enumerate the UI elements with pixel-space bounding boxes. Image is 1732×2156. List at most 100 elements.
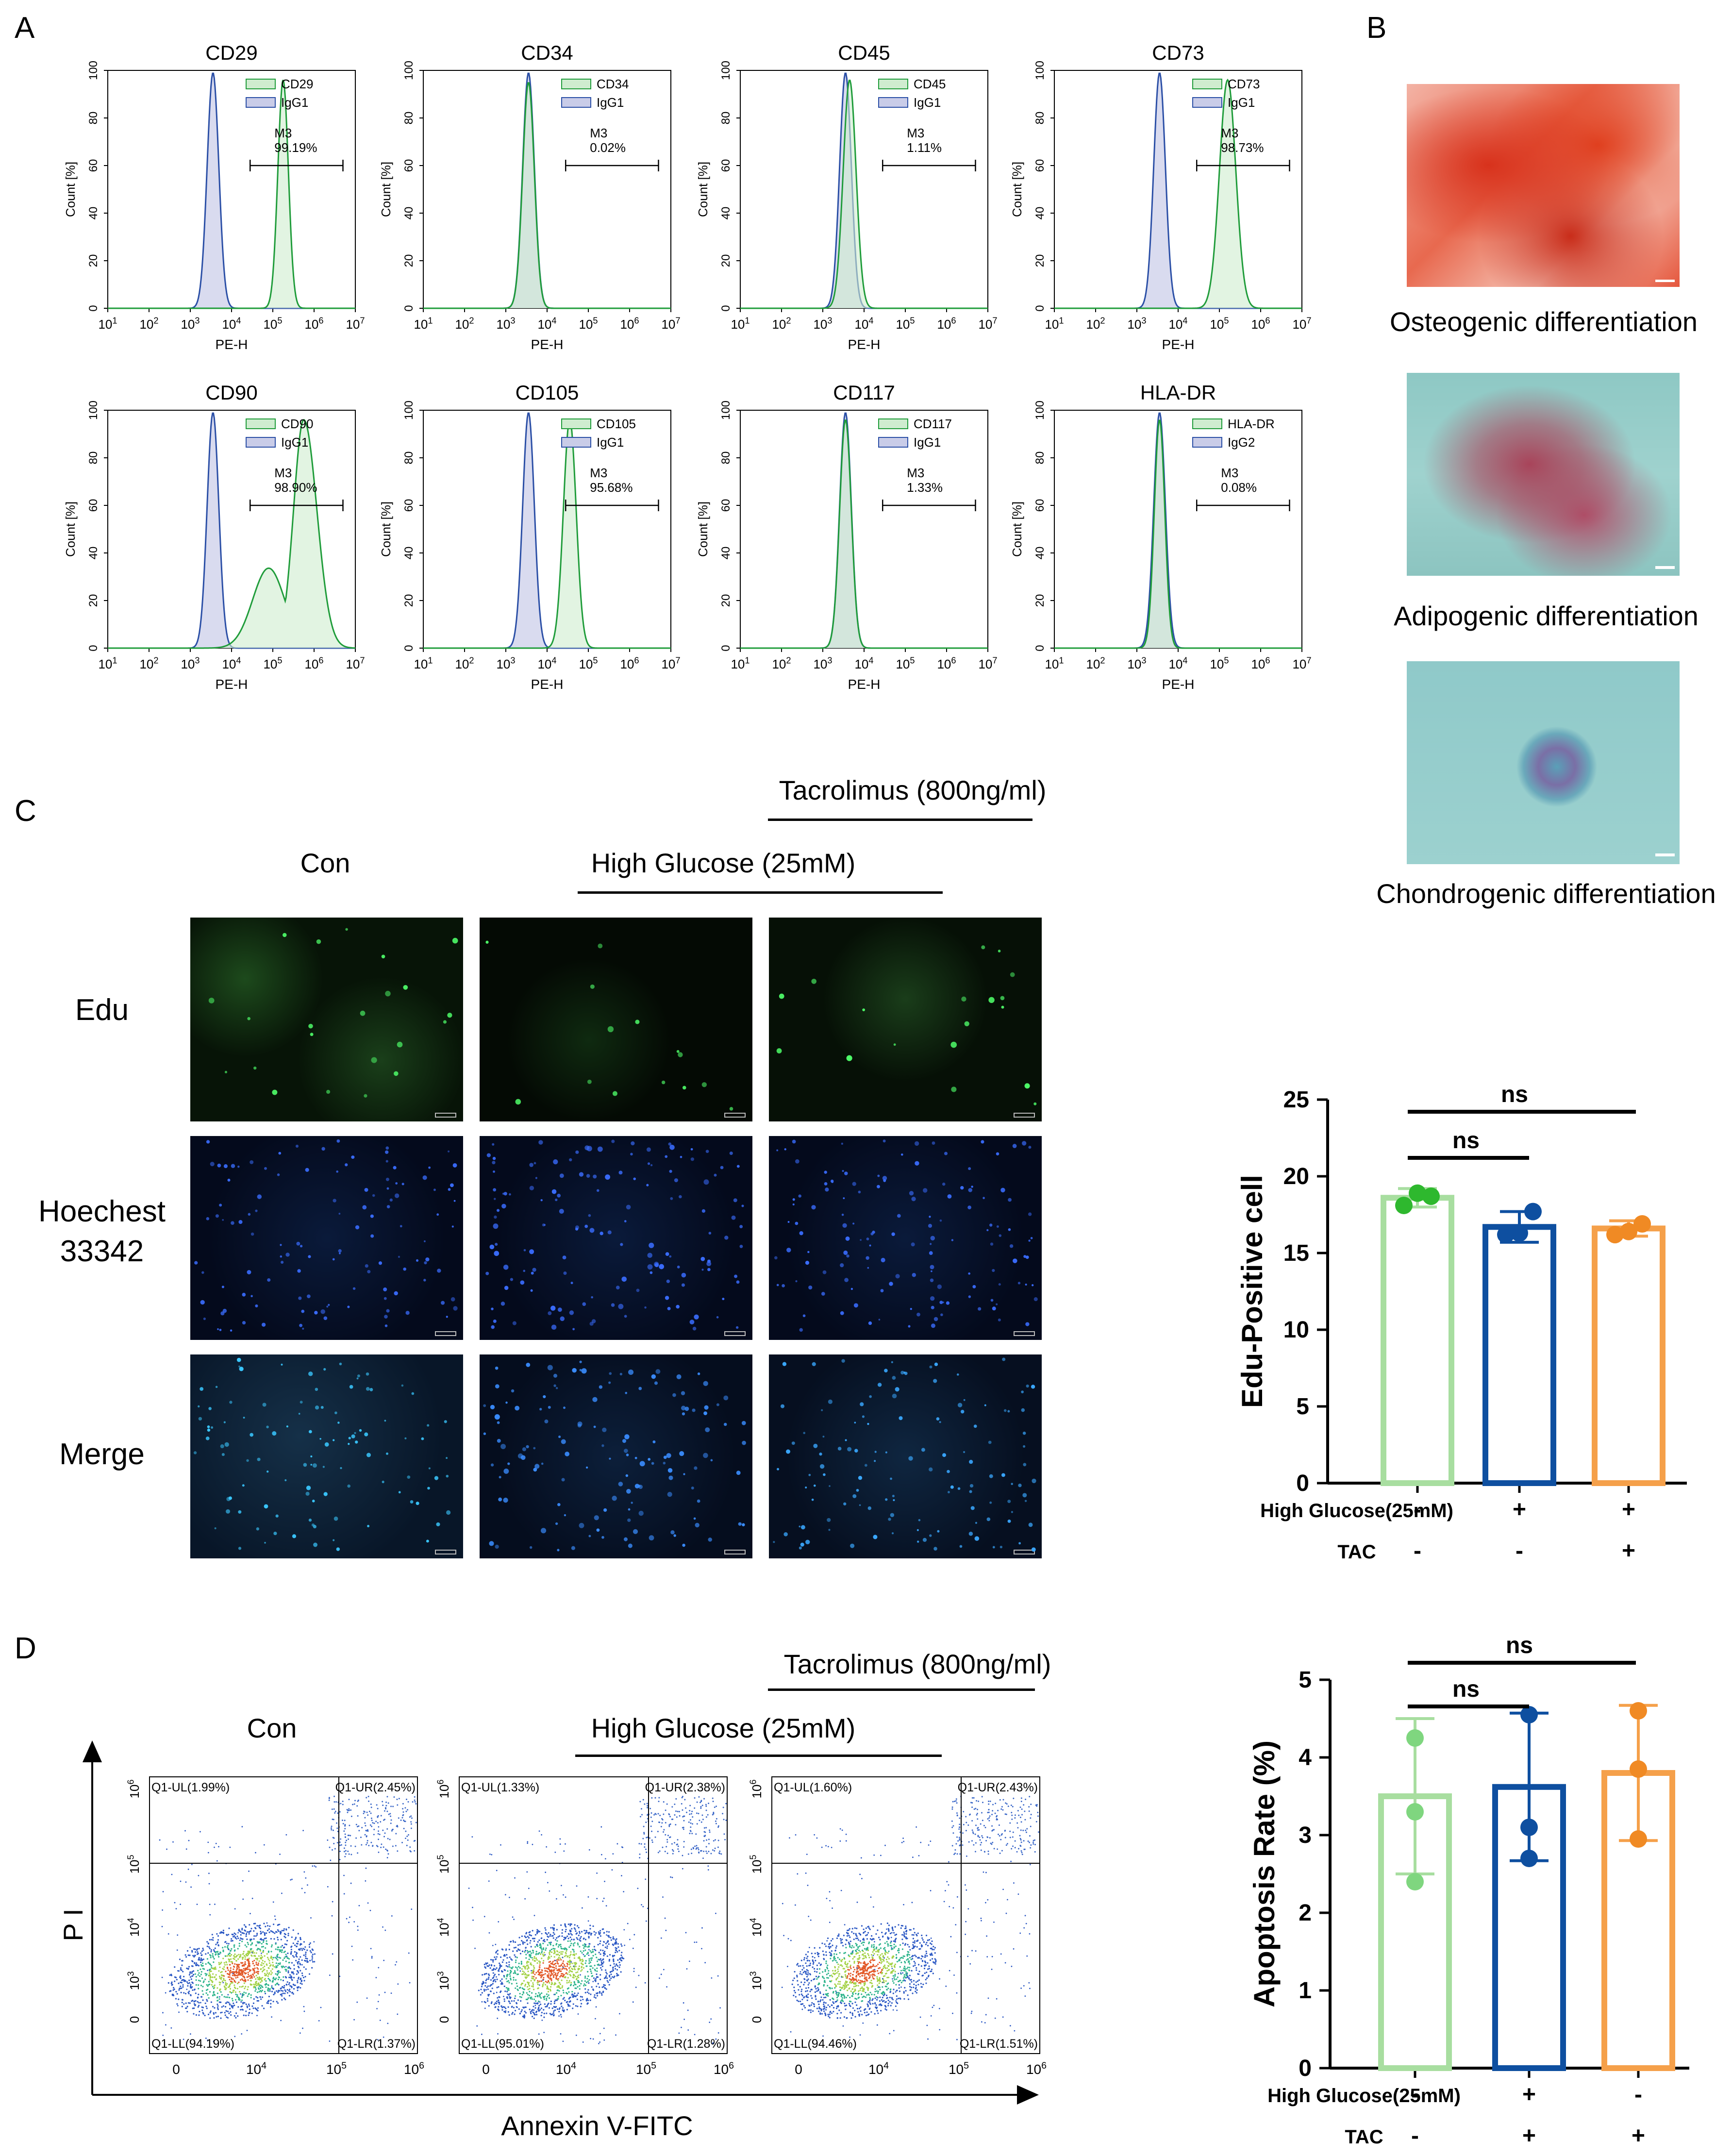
event-dot (550, 1934, 551, 1936)
nucleus (867, 1506, 872, 1510)
nucleus (596, 1189, 600, 1192)
event-dot (332, 1953, 333, 1955)
nucleus (701, 1269, 704, 1271)
gate-percent: 1.11% (907, 140, 942, 155)
nucleus (669, 1255, 672, 1258)
event-dot (297, 1989, 299, 1991)
event-dot (241, 1978, 243, 1980)
event-dot (273, 1938, 275, 1940)
nucleus (929, 1467, 933, 1472)
event-dot (523, 1971, 525, 1973)
event-dot (554, 1960, 556, 1961)
event-dot (189, 1972, 191, 1974)
event-dot (238, 1972, 241, 1974)
event-dot (536, 1944, 538, 1946)
event-dot (287, 1935, 289, 1937)
event-dot (278, 1949, 281, 1951)
event-dot (388, 1813, 390, 1815)
event-dot (575, 1988, 577, 1989)
event-dot (382, 1926, 383, 1928)
event-dot (527, 1993, 529, 1996)
event-dot (666, 1803, 668, 1805)
event-dot (236, 1974, 239, 1976)
event-dot (234, 1949, 236, 1951)
event-dot (237, 1932, 239, 1934)
event-dot (384, 1832, 386, 1834)
event-dot (209, 1914, 211, 1916)
event-dot (409, 1846, 411, 1848)
event-dot (534, 1995, 536, 1998)
nucleus (670, 1197, 673, 1200)
event-dot (546, 1933, 548, 1935)
event-dot (612, 1968, 614, 1970)
event-dot (642, 1838, 644, 1839)
nucleus (647, 1253, 652, 1258)
event-dot (521, 1968, 523, 1970)
nucleus (493, 1188, 497, 1192)
event-dot (293, 1968, 295, 1970)
event-dot (306, 1958, 308, 1960)
nucleus (628, 1543, 633, 1548)
event-dot (208, 1883, 210, 1885)
event-dot (527, 1989, 529, 1990)
event-dot (599, 2041, 601, 2043)
nucleus (302, 1327, 304, 1330)
event-dot (508, 2000, 510, 2002)
nucleus (850, 1287, 853, 1290)
event-dot (332, 1901, 333, 1903)
event-dot (256, 1925, 258, 1927)
nucleus (531, 1271, 534, 1275)
event-dot (616, 1950, 617, 1952)
event-dot (260, 1981, 262, 1983)
event-dot (200, 1968, 201, 1970)
nucleus (553, 1373, 558, 1378)
flow-xtick-label: 104 (222, 316, 241, 332)
nucleus (961, 996, 966, 1002)
nucleus (497, 1438, 501, 1443)
event-dot (185, 1848, 187, 1850)
event-dot (480, 1994, 482, 1996)
event-dot (331, 1808, 333, 1810)
nucleus (822, 1436, 825, 1438)
event-dot (194, 2004, 197, 2006)
event-dot (520, 1962, 522, 1964)
nucleus (223, 1164, 228, 1169)
event-dot (497, 2008, 499, 2010)
nucleus (829, 1485, 831, 1487)
event-dot (871, 1999, 873, 2001)
nucleus (542, 1223, 545, 1227)
event-dot (202, 1958, 204, 1960)
event-dot (522, 1941, 524, 1943)
nucleus (625, 1474, 629, 1477)
event-dot (249, 1931, 251, 1933)
event-dot (176, 1993, 178, 1995)
event-dot (553, 1972, 555, 1973)
event-dot (233, 1956, 235, 1958)
event-dot (542, 1953, 544, 1955)
event-dot (505, 1987, 507, 1989)
event-dot (406, 1844, 408, 1846)
nucleus (601, 1536, 604, 1539)
nucleus (300, 1401, 303, 1404)
nucleus (963, 1399, 966, 1401)
event-dot (506, 1957, 508, 1959)
event-dot (256, 1991, 259, 1993)
event-dot (681, 2026, 682, 2028)
event-dot (217, 2015, 219, 2018)
event-dot (512, 2012, 514, 2014)
event-dot (538, 1992, 540, 1994)
event-dot (282, 1959, 284, 1961)
event-dot (581, 1969, 583, 1971)
event-dot (559, 1843, 561, 1845)
event-dot (536, 1982, 538, 1984)
event-dot (529, 1942, 531, 1944)
event-dot (608, 1984, 610, 1986)
event-dot (245, 1935, 247, 1937)
event-dot (273, 1978, 276, 1980)
flow-ytick-label: 80 (1033, 112, 1047, 125)
event-dot (209, 1904, 211, 1905)
event-dot (408, 1952, 410, 1954)
nucleus (878, 1319, 881, 1321)
event-dot (588, 1982, 590, 1984)
event-dot (345, 1850, 347, 1852)
